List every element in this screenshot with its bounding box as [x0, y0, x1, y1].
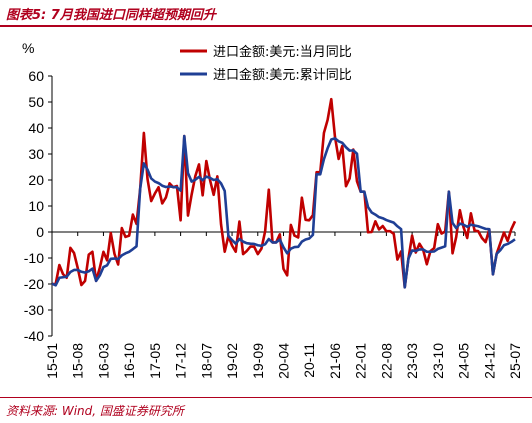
x-tick-label: 22-01 [353, 343, 369, 379]
x-tick-label: 24-12 [481, 343, 497, 379]
x-tick-label: 17-12 [173, 343, 189, 379]
y-tick-label: 20 [28, 172, 44, 188]
x-tick-label: 19-02 [224, 343, 240, 379]
y-tick-label: 50 [28, 94, 44, 110]
series-layer [51, 97, 517, 289]
y-axis-unit: % [22, 40, 34, 56]
x-tick-label: 22-08 [378, 343, 394, 379]
x-tick-label: 16-10 [121, 343, 137, 379]
y-tick-label: 60 [28, 68, 44, 84]
y-tick-label: -30 [24, 302, 44, 318]
x-tick-label: 19-09 [250, 343, 266, 379]
x-tick-label: 23-10 [430, 343, 446, 379]
line-chart: 60 50 40 30 20 10 0 -10 -20 -30 -40 15-01 15-08 16-0… [22, 40, 523, 379]
series-line-cumulative [51, 134, 516, 289]
y-tick-label: 0 [36, 224, 44, 240]
y-tick-label: -40 [24, 328, 44, 344]
x-tick-label: 20-04 [276, 343, 292, 379]
y-tick-label: -20 [24, 276, 44, 292]
y-tick-label: 30 [28, 146, 44, 162]
title-divider [0, 25, 532, 27]
x-tick-label: 21-06 [327, 343, 343, 379]
series-line-monthly [52, 97, 517, 289]
x-tick-label: 15-01 [44, 343, 60, 379]
y-tick-label: 10 [28, 198, 44, 214]
x-tick-label: 25-07 [507, 343, 523, 379]
x-tick-label: 17-05 [147, 343, 163, 379]
x-tick-label: 20-11 [301, 343, 317, 378]
x-tick-label: 23-03 [404, 343, 420, 379]
y-tick-label: 40 [28, 120, 44, 136]
x-tick-label: 18-07 [198, 343, 214, 379]
chart-title: 图表5: 7月我国进口同样超预期回升 [6, 8, 216, 23]
x-tick-label: 24-05 [456, 343, 472, 379]
source-note: 资料来源: Wind, 国盛证券研究所 [6, 404, 184, 418]
legend-label: 进口金额:美元:当月同比 [213, 44, 352, 60]
x-tick-label: 15-08 [70, 343, 86, 379]
y-tick-label: -10 [24, 250, 44, 266]
y-axis: 60 50 40 30 20 10 0 -10 -20 -30 -40 [24, 68, 53, 344]
x-tick-label: 16-03 [95, 343, 111, 379]
source-divider [0, 397, 532, 398]
x-axis: 15-01 15-08 16-03 16-10 17-05 17-12 18-07 19-02… [44, 231, 523, 379]
legend-label: 进口金额:美元:累计同比 [213, 67, 352, 83]
